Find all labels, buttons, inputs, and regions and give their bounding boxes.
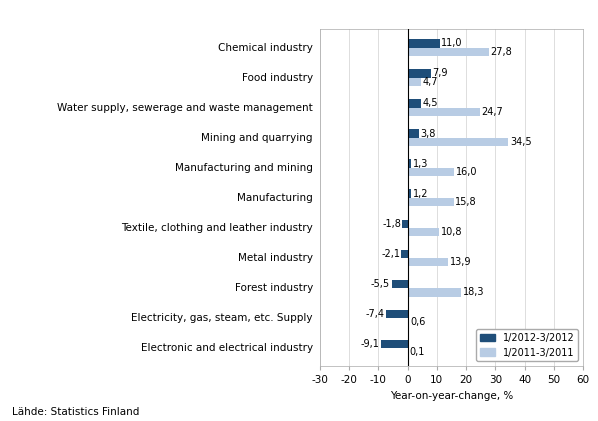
Text: Water supply, sewerage and waste management: Water supply, sewerage and waste managem…	[57, 103, 313, 113]
Bar	[408, 288, 461, 296]
Bar	[401, 250, 408, 258]
Bar	[392, 280, 408, 288]
Bar	[408, 108, 480, 116]
Text: Manufacturing and mining: Manufacturing and mining	[175, 163, 313, 173]
Text: 34,5: 34,5	[510, 137, 532, 147]
X-axis label: Year-on-year-change, %: Year-on-year-change, %	[390, 391, 513, 401]
Text: 7,9: 7,9	[432, 68, 448, 78]
Text: 10,8: 10,8	[441, 227, 462, 237]
Text: 16,0: 16,0	[456, 167, 477, 177]
Bar	[408, 48, 489, 56]
Text: Manufacturing: Manufacturing	[237, 193, 313, 203]
Bar	[408, 138, 508, 146]
Text: 3,8: 3,8	[420, 128, 435, 139]
Text: -1,8: -1,8	[382, 219, 401, 229]
Bar	[408, 258, 448, 266]
Bar	[408, 69, 431, 77]
Text: -7,4: -7,4	[365, 309, 385, 319]
Text: 4,7: 4,7	[423, 77, 438, 87]
Bar	[408, 99, 421, 108]
Text: -2,1: -2,1	[381, 249, 400, 259]
Text: Electricity, gas, steam, etc. Supply: Electricity, gas, steam, etc. Supply	[132, 313, 313, 323]
Text: 4,5: 4,5	[422, 99, 438, 109]
Bar	[408, 318, 410, 327]
Text: Metal industry: Metal industry	[238, 253, 313, 263]
Text: 1,3: 1,3	[413, 159, 428, 168]
Text: Lähde: Statistics Finland: Lähde: Statistics Finland	[12, 407, 139, 417]
Text: Forest industry: Forest industry	[235, 283, 313, 293]
Legend: 1/2012-3/2012, 1/2011-3/2011: 1/2012-3/2012, 1/2011-3/2011	[476, 329, 578, 361]
Text: 11,0: 11,0	[441, 38, 463, 48]
Text: -9,1: -9,1	[361, 339, 380, 349]
Text: 18,3: 18,3	[463, 287, 484, 297]
Bar	[408, 39, 440, 48]
Text: 13,9: 13,9	[450, 257, 471, 267]
Text: Textile, clothing and leather industry: Textile, clothing and leather industry	[121, 223, 313, 233]
Text: 15,8: 15,8	[455, 197, 477, 207]
Bar	[408, 228, 439, 236]
Bar	[408, 189, 411, 198]
Text: Electronic and electrical industry: Electronic and electrical industry	[141, 343, 313, 353]
Bar	[408, 168, 454, 176]
Bar	[381, 340, 408, 348]
Text: Food industry: Food industry	[242, 72, 313, 83]
Text: 0,6: 0,6	[411, 317, 426, 328]
Bar	[408, 129, 419, 138]
Text: 27,8: 27,8	[490, 47, 512, 57]
Bar	[408, 198, 454, 206]
Bar	[386, 310, 408, 318]
Text: Mining and quarrying: Mining and quarrying	[202, 133, 313, 143]
Text: 1,2: 1,2	[413, 189, 428, 199]
Text: 24,7: 24,7	[481, 107, 503, 117]
Text: -5,5: -5,5	[371, 279, 390, 289]
Bar	[402, 219, 408, 228]
Bar	[408, 160, 411, 168]
Text: Chemical industry: Chemical industry	[218, 43, 313, 53]
Bar	[408, 77, 422, 86]
Text: 0,1: 0,1	[410, 347, 425, 357]
